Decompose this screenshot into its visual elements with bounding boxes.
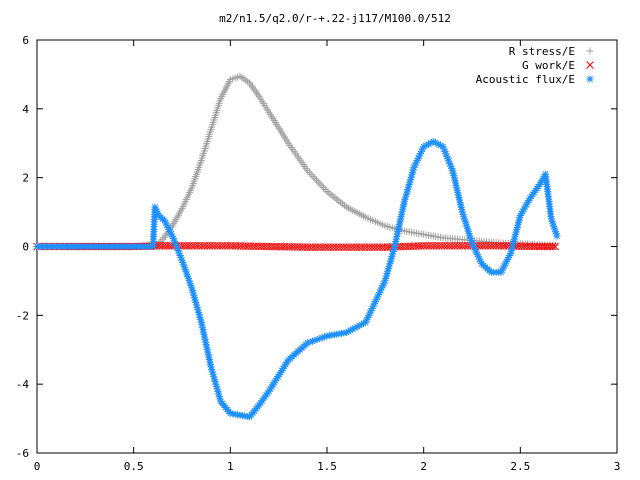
x-tick-label: 0.5 <box>124 460 144 473</box>
legend-label: Acoustic flux/E <box>476 73 575 86</box>
x-tick-label: 2.5 <box>510 460 530 473</box>
y-tick-label: 2 <box>22 172 29 185</box>
y-tick-label: -4 <box>16 378 30 391</box>
x-tick-label: 1 <box>227 460 234 473</box>
data-point <box>551 242 559 251</box>
data-point <box>177 254 185 262</box>
data-point <box>548 242 557 251</box>
series-2 <box>33 138 561 421</box>
legend-label: R stress/E <box>509 45 575 58</box>
x-tick-label: 3 <box>614 460 621 473</box>
data-point <box>551 241 559 249</box>
y-tick-label: 6 <box>22 34 29 47</box>
axis-ticks: 0 0.5 1 1.5 2 2.5 3 6 4 2 0 -2 -4 -6 <box>16 34 621 473</box>
plot-series <box>33 72 561 421</box>
y-tick-label: 0 <box>22 241 29 254</box>
data-point <box>427 139 435 147</box>
data-point <box>172 242 180 250</box>
legend-label: G work/E <box>522 59 575 72</box>
data-point <box>384 267 392 275</box>
x-tick-label: 0 <box>34 460 41 473</box>
legend-marker <box>586 61 594 69</box>
y-tick-label: -2 <box>16 309 29 322</box>
data-point <box>182 268 190 276</box>
data-point <box>553 232 561 240</box>
legend-marker <box>586 75 594 83</box>
x-tick-label: 1.5 <box>317 460 337 473</box>
y-tick-label: -6 <box>16 447 29 460</box>
legend-marker <box>586 47 594 55</box>
chart-title: m2/n1.5/q2.0/r-+.22-j117/M100.0/512 <box>219 12 451 25</box>
y-tick-label: 4 <box>22 103 29 116</box>
data-point <box>474 253 482 261</box>
x-tick-label: 2 <box>420 460 427 473</box>
data-point <box>385 262 393 270</box>
